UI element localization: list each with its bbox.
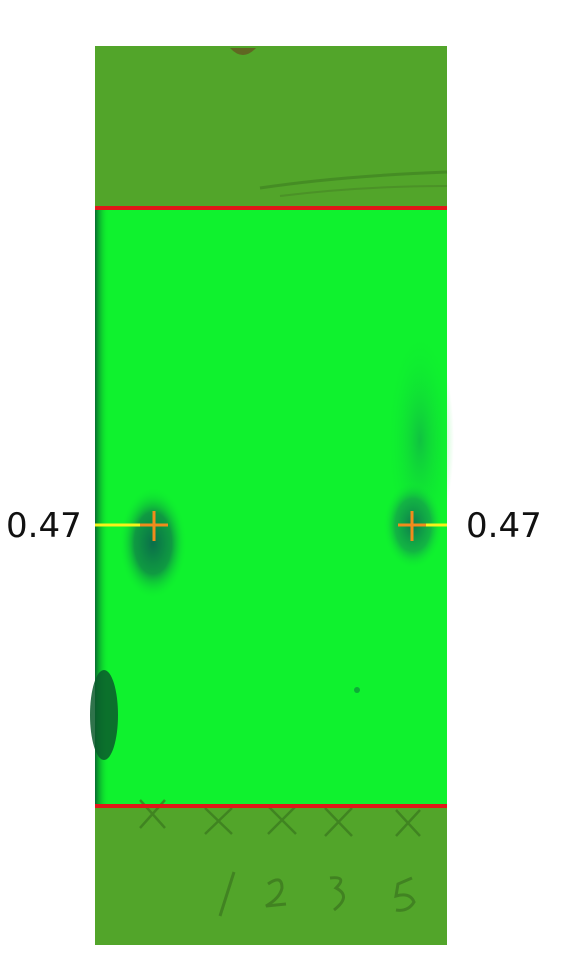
rf-value-right: 0.47 [466,506,542,546]
lane-numbers-handwritten [218,871,416,917]
left-edge-shade [95,208,109,806]
speck [354,687,360,693]
top-crease-2 [279,185,448,197]
lower-band [95,806,447,945]
rf-value-left: 0.47 [6,506,82,546]
left-edge-blot [90,670,118,760]
upper-band [95,46,447,208]
spot-left [119,487,187,599]
top-crease [259,170,448,190]
top-notch [230,48,256,55]
